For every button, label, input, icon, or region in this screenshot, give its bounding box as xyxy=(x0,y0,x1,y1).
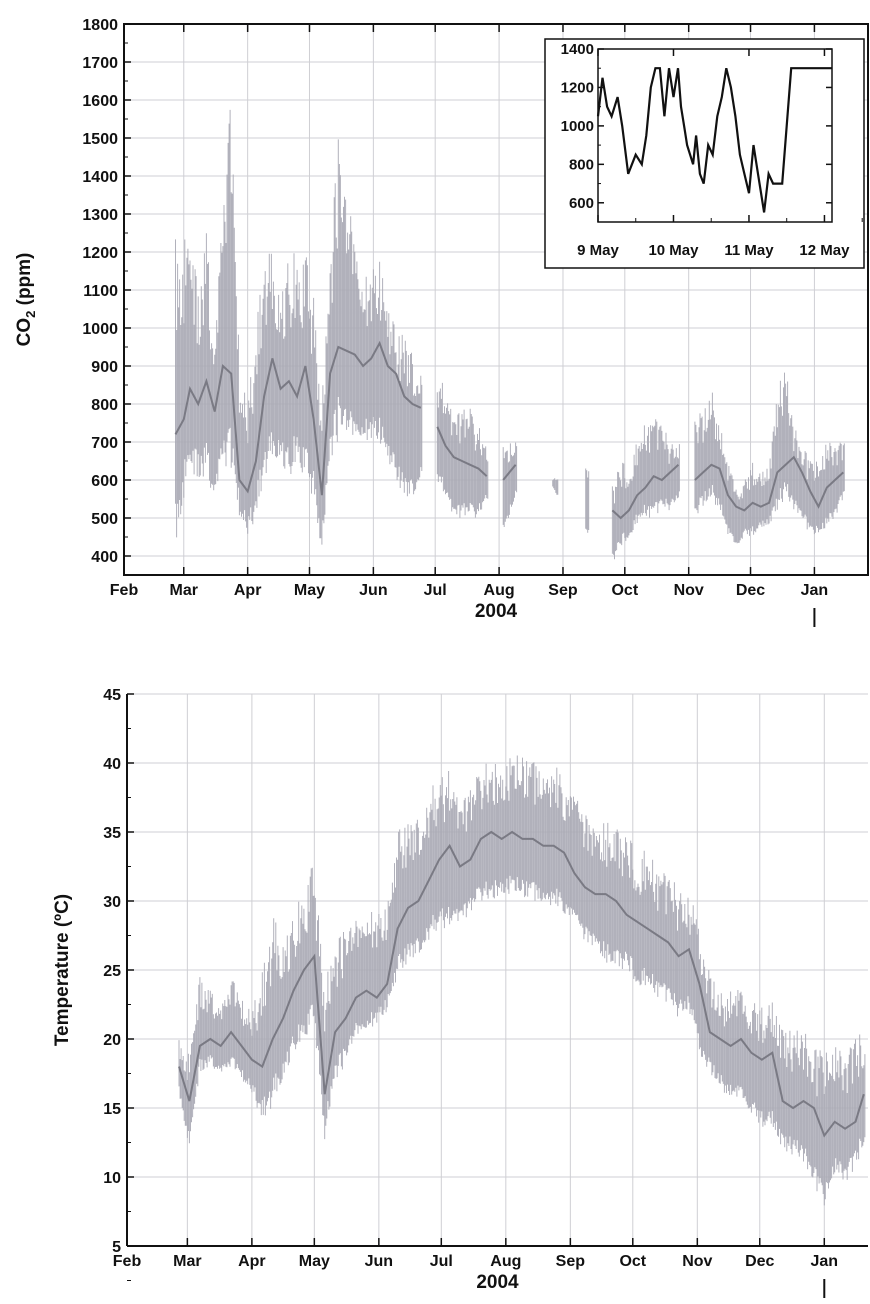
y-tick-label: 10 xyxy=(103,1170,121,1187)
x-tick-label: Aug xyxy=(484,582,515,599)
inset-x-tick-label: 11 May xyxy=(724,242,774,259)
range-segment xyxy=(502,442,518,527)
x-tick-label: Jun xyxy=(359,582,387,599)
y-tick-label: 500 xyxy=(91,511,118,528)
x-tick-label: Dec xyxy=(736,582,765,599)
temperature-mean-line xyxy=(178,830,865,1138)
y-tick-label: 1100 xyxy=(83,283,118,300)
inset-plot-frame xyxy=(597,48,833,223)
inset-y-tick-label: 800 xyxy=(569,156,594,173)
inset-x-ticks: 9 May 10 May 11 May 12 May xyxy=(577,49,863,259)
y-tick-label: 1000 xyxy=(82,321,118,338)
temperature-gridlines xyxy=(127,693,868,1247)
x-tick-label: Feb xyxy=(110,582,139,599)
x-tick-label: Jan xyxy=(811,1253,839,1270)
range-segment xyxy=(611,419,680,560)
y-tick-label: 15 xyxy=(103,1101,121,1118)
y-tick-label: 20 xyxy=(103,1032,121,1049)
x-tick-label: Sep xyxy=(548,582,578,599)
inset-x-tick-label: 9 May xyxy=(577,242,619,259)
range-segment xyxy=(552,478,559,495)
inset-y-tick-label: 1200 xyxy=(561,79,594,96)
y-tick-label: 800 xyxy=(91,397,118,414)
y-tick-label: 1500 xyxy=(82,131,118,148)
x-tick-label: Jan xyxy=(801,582,829,599)
x-tick-label: Nov xyxy=(682,1253,712,1270)
inset-y-tick-label: 1000 xyxy=(561,118,594,135)
x-tick-label: Sep xyxy=(556,1253,586,1270)
inset-x-tick-label: 12 May xyxy=(799,242,850,259)
inset-y-tick-label: 600 xyxy=(569,195,594,212)
x-tick-label: Oct xyxy=(619,1253,646,1270)
co2-inset-chart: 600 800 1000 1200 1400 9 May 10 May 11 May 12 M… xyxy=(544,38,865,269)
co2-x-axis-label: 2004 xyxy=(475,601,518,622)
y-tick-label: 600 xyxy=(91,473,118,490)
y-tick-label: 5 xyxy=(112,1239,121,1256)
y-tick-label: 45 xyxy=(103,687,121,704)
co2-y-axis-label-subscript: 2 xyxy=(23,311,38,318)
y-tick-label: 1600 xyxy=(82,93,118,110)
y-tick-label: 1200 xyxy=(82,245,118,262)
x-tick-label: Jun xyxy=(365,1253,393,1270)
mean-segment xyxy=(436,426,488,477)
y-tick-label: 400 xyxy=(91,549,118,566)
mean-segment xyxy=(174,340,422,496)
co2-x-ticks: Feb Mar Apr May Jun Jul Aug Sep Oct Nov Dec Jan xyxy=(110,24,828,599)
x-tick-label: Dec xyxy=(745,1253,774,1270)
y-tick-label: 40 xyxy=(103,756,121,773)
inset-x-tick-label: 10 May xyxy=(648,242,699,259)
temperature-chart: 5 10 15 20 25 30 35 40 45 Feb Mar Apr May Jun Jul Aug S… xyxy=(52,687,868,1298)
x-tick-label: May xyxy=(299,1253,330,1270)
x-tick-label: Oct xyxy=(611,582,638,599)
temperature-x-ticks: Feb Mar Apr May Jun Jul Aug Sep Oct Nov Dec Jan xyxy=(113,1238,838,1270)
mean-segment xyxy=(611,464,680,520)
range-segment xyxy=(436,382,489,518)
co2-y-axis-label: CO2 (ppm) xyxy=(14,253,38,347)
x-tick-label: Nov xyxy=(674,582,704,599)
co2-y-axis-label-unit: (ppm) xyxy=(14,253,35,311)
y-tick-label: 1300 xyxy=(82,207,118,224)
inset-y-ticks: 600 800 1000 1200 1400 xyxy=(561,41,832,223)
range-segment xyxy=(175,109,423,545)
y-tick-label: 30 xyxy=(103,894,121,911)
x-tick-label: Mar xyxy=(173,1253,201,1270)
x-tick-label: Aug xyxy=(490,1253,521,1270)
x-tick-label: Jul xyxy=(424,582,447,599)
co2-plot-frame xyxy=(123,23,869,576)
range-segment xyxy=(178,755,866,1206)
mean-segment xyxy=(178,830,865,1138)
y-tick-label: 700 xyxy=(91,435,118,452)
co2-mean-line xyxy=(174,340,844,520)
mean-segment xyxy=(502,464,517,481)
x-tick-label: Feb xyxy=(113,1253,142,1270)
temperature-range-band xyxy=(178,755,866,1206)
temperature-y-axis-label: Temperature (ºC) xyxy=(52,894,73,1046)
range-segment xyxy=(585,468,590,533)
y-tick-label: 900 xyxy=(91,359,118,376)
x-tick-label: May xyxy=(294,582,325,599)
inset-series-line xyxy=(596,67,832,213)
x-tick-label: Apr xyxy=(238,1253,266,1270)
mean-segment xyxy=(694,455,844,512)
x-tick-label: Jul xyxy=(430,1253,453,1270)
inset-line xyxy=(596,67,832,213)
x-tick-label: Apr xyxy=(234,582,262,599)
co2-y-axis-label-main: CO xyxy=(14,318,35,347)
y-tick-label: 1700 xyxy=(82,55,118,72)
y-tick-label: 35 xyxy=(103,825,121,842)
x-tick-label: Mar xyxy=(170,582,198,599)
temperature-y-ticks: 5 10 15 20 25 30 35 40 45 xyxy=(103,687,134,1281)
inset-y-tick-label: 1400 xyxy=(561,41,594,58)
y-tick-label: 1800 xyxy=(82,17,118,34)
y-tick-label: 1400 xyxy=(82,169,118,186)
inset-box xyxy=(544,38,865,269)
co2-y-ticks: 400 500 600 700 800 900 1000 1100 1200 1300 1400 15… xyxy=(82,17,131,576)
temperature-x-axis-label: 2004 xyxy=(476,1272,519,1293)
co2-chart: 400 500 600 700 800 900 1000 1100 1200 1300 1400 15… xyxy=(14,17,869,627)
y-tick-label: 25 xyxy=(103,963,121,980)
